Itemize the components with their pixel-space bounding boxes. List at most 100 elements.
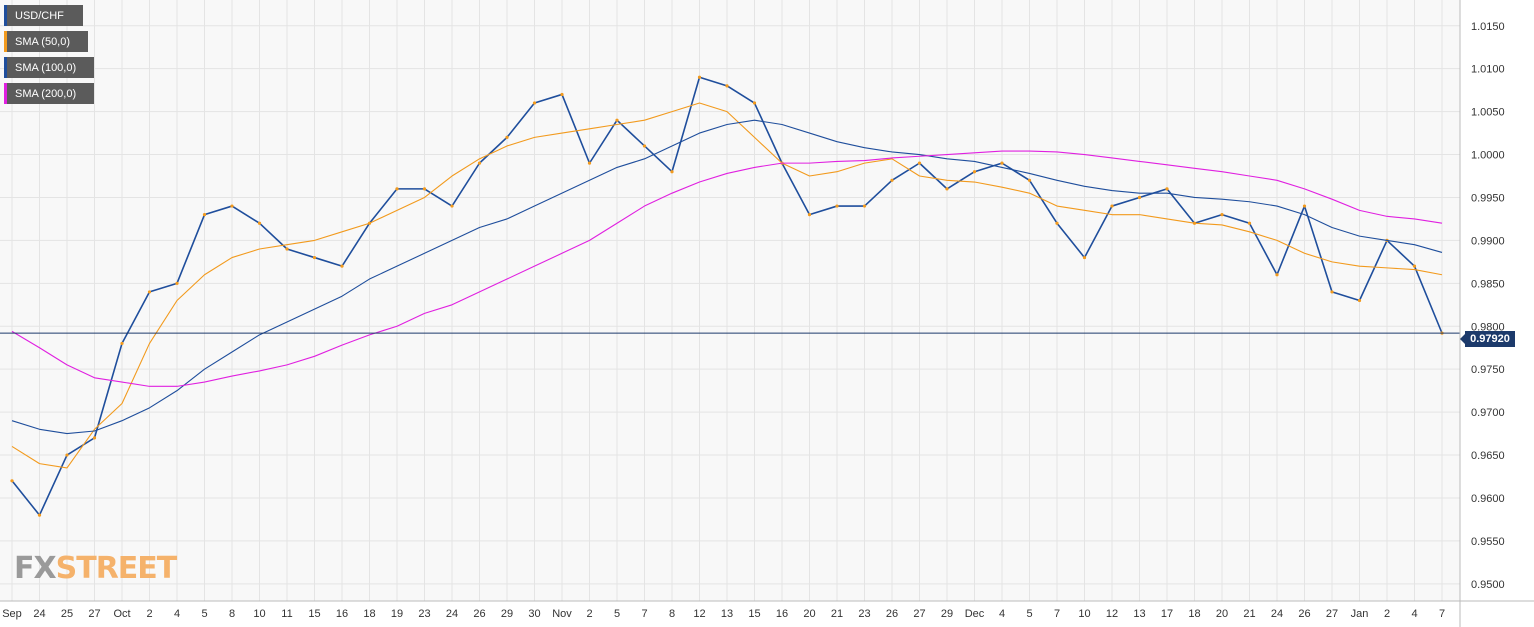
x-tick-label: 26 bbox=[1298, 608, 1310, 620]
x-tick-label: 15 bbox=[308, 608, 320, 620]
fxstreet-logo: FXSTREET bbox=[14, 551, 178, 586]
x-tick-label: Sep bbox=[2, 608, 22, 620]
x-tick-label: 10 bbox=[1078, 608, 1090, 620]
price-point bbox=[532, 101, 537, 105]
price-point bbox=[587, 161, 592, 165]
price-point bbox=[1137, 195, 1142, 200]
price-point bbox=[92, 436, 97, 440]
legend-item-sma50[interactable]: SMA (50,0) bbox=[4, 31, 88, 52]
x-tick-label: 15 bbox=[748, 608, 760, 620]
y-tick-label: 0.9800 bbox=[1471, 321, 1505, 333]
x-tick-label: 30 bbox=[528, 608, 540, 620]
x-tick-label: 29 bbox=[501, 608, 513, 620]
plot-background bbox=[0, 0, 1460, 601]
x-tick-label: 5 bbox=[1026, 608, 1032, 620]
price-point bbox=[807, 213, 812, 217]
logo-part-street: STREET bbox=[55, 551, 178, 586]
legend-swatch bbox=[4, 5, 7, 26]
x-tick-label: 27 bbox=[913, 608, 925, 620]
x-tick-label: 7 bbox=[1439, 608, 1445, 620]
x-tick-label: Dec bbox=[965, 608, 985, 620]
price-point bbox=[1357, 298, 1362, 303]
price-point bbox=[10, 479, 14, 483]
legend-item-sma200[interactable]: SMA (200,0) bbox=[4, 83, 94, 104]
legend-label: SMA (200,0) bbox=[15, 87, 77, 100]
legend-label: SMA (100,0) bbox=[15, 61, 77, 74]
price-point bbox=[1330, 290, 1334, 294]
x-tick-label: 29 bbox=[941, 608, 953, 620]
price-point bbox=[65, 453, 69, 457]
price-point bbox=[670, 170, 674, 174]
x-tick-label: 11 bbox=[281, 608, 292, 620]
y-tick-label: 0.9700 bbox=[1471, 407, 1505, 419]
sma100-line bbox=[11, 119, 1443, 435]
price-point bbox=[1302, 204, 1307, 208]
y-tick-label: 1.0100 bbox=[1471, 64, 1505, 76]
x-tick-label: 5 bbox=[614, 608, 620, 620]
x-tick-label: 12 bbox=[693, 608, 705, 620]
x-tick-label: 24 bbox=[446, 608, 458, 620]
price-point bbox=[1055, 221, 1059, 225]
price-point bbox=[285, 247, 289, 251]
price-point bbox=[505, 135, 509, 139]
price-point bbox=[340, 264, 344, 268]
y-tick-label: 0.9650 bbox=[1471, 450, 1505, 462]
price-point bbox=[1027, 178, 1032, 182]
x-tick-label: 18 bbox=[1188, 608, 1200, 620]
price-point bbox=[422, 187, 427, 191]
y-tick-label: 0.9900 bbox=[1471, 235, 1505, 247]
price-point bbox=[1220, 213, 1224, 217]
x-tick-label: 27 bbox=[1326, 608, 1338, 620]
y-tick-label: 1.0050 bbox=[1471, 107, 1505, 119]
legend-label: USD/CHF bbox=[15, 9, 64, 22]
price-point bbox=[450, 204, 454, 208]
price-point bbox=[1412, 264, 1417, 268]
x-tick-label: 8 bbox=[229, 608, 235, 620]
price-point bbox=[642, 144, 647, 148]
price-point bbox=[230, 204, 234, 208]
price-point bbox=[1082, 255, 1087, 260]
price-point bbox=[37, 513, 42, 517]
legend-swatch bbox=[4, 57, 7, 78]
price-point bbox=[972, 170, 977, 174]
price-point bbox=[395, 187, 399, 191]
price-point bbox=[1165, 187, 1169, 191]
current-price-tag: 0.97920 bbox=[1460, 331, 1515, 347]
price-point bbox=[752, 101, 757, 105]
price-point bbox=[1247, 221, 1252, 225]
x-tick-label: 18 bbox=[363, 608, 375, 620]
y-tick-label: 1.0150 bbox=[1471, 21, 1505, 33]
sma50-line bbox=[11, 102, 1443, 469]
legend: USD/CHF SMA (50,0) SMA (100,0) SMA (200,… bbox=[4, 5, 94, 109]
y-tick-label: 0.9950 bbox=[1471, 192, 1505, 204]
x-tick-label: 26 bbox=[886, 608, 898, 620]
price-point bbox=[147, 290, 152, 294]
x-tick-label: 10 bbox=[253, 608, 265, 620]
x-tick-label: 17 bbox=[1161, 608, 1173, 620]
x-tick-label: 16 bbox=[336, 608, 348, 620]
x-tick-label: 27 bbox=[88, 608, 100, 620]
x-tick-label: 26 bbox=[473, 608, 485, 620]
x-tick-label: 23 bbox=[858, 608, 870, 620]
y-tick-label: 1.0000 bbox=[1471, 150, 1505, 162]
price-point bbox=[202, 213, 207, 217]
y-tick-label: 0.9550 bbox=[1471, 536, 1505, 548]
price-point bbox=[835, 204, 839, 208]
legend-item-usdchf[interactable]: USD/CHF bbox=[4, 5, 83, 26]
price-point bbox=[890, 178, 894, 182]
x-tick-label: 13 bbox=[721, 608, 733, 620]
legend-item-sma100[interactable]: SMA (100,0) bbox=[4, 57, 94, 78]
price-point bbox=[560, 92, 564, 97]
price-point bbox=[945, 187, 949, 191]
legend-swatch bbox=[4, 31, 7, 52]
x-tick-label: 24 bbox=[1271, 608, 1283, 620]
price-point bbox=[1000, 161, 1004, 165]
x-tick-label: 16 bbox=[776, 608, 788, 620]
x-tick-label: 12 bbox=[1106, 608, 1118, 620]
x-tick-label: Nov bbox=[552, 608, 572, 620]
x-tick-label: 19 bbox=[391, 608, 403, 620]
x-tick-label: 2 bbox=[146, 608, 152, 620]
price-point bbox=[1275, 273, 1279, 277]
x-tick-label: 2 bbox=[1384, 608, 1390, 620]
